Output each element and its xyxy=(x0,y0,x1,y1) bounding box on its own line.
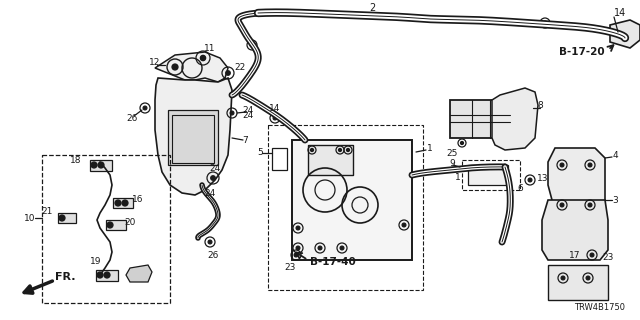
Circle shape xyxy=(340,246,344,250)
Circle shape xyxy=(560,163,564,167)
Circle shape xyxy=(226,71,230,75)
Bar xyxy=(42,155,170,303)
Bar xyxy=(113,198,133,208)
Circle shape xyxy=(528,178,532,182)
Circle shape xyxy=(59,215,65,221)
Bar xyxy=(58,213,76,223)
Text: 1: 1 xyxy=(427,143,433,153)
Text: FR.: FR. xyxy=(55,272,76,282)
Circle shape xyxy=(588,203,592,207)
Text: 25: 25 xyxy=(446,148,458,157)
Text: 14: 14 xyxy=(269,103,281,113)
Polygon shape xyxy=(610,20,640,48)
Text: 10: 10 xyxy=(24,213,36,222)
Text: TRW4B1750: TRW4B1750 xyxy=(574,303,625,312)
Circle shape xyxy=(273,116,277,120)
Circle shape xyxy=(543,21,547,25)
Text: 18: 18 xyxy=(70,156,82,164)
Bar xyxy=(90,160,112,171)
Text: 7: 7 xyxy=(242,135,248,145)
Circle shape xyxy=(296,246,300,250)
Circle shape xyxy=(200,55,205,61)
Text: 20: 20 xyxy=(124,218,136,227)
Text: 11: 11 xyxy=(204,44,216,52)
Circle shape xyxy=(560,203,564,207)
Text: 12: 12 xyxy=(149,58,161,67)
Text: 3: 3 xyxy=(612,196,618,204)
Circle shape xyxy=(230,111,234,115)
Polygon shape xyxy=(492,88,538,150)
Circle shape xyxy=(97,272,103,278)
Text: B-17-40: B-17-40 xyxy=(310,257,356,267)
Bar xyxy=(548,265,608,300)
Bar xyxy=(308,145,353,175)
Text: 23: 23 xyxy=(284,263,296,273)
Text: 24: 24 xyxy=(209,164,221,172)
Text: 16: 16 xyxy=(132,195,144,204)
Bar xyxy=(292,140,412,260)
Circle shape xyxy=(402,223,406,227)
Text: 9: 9 xyxy=(449,158,455,167)
Polygon shape xyxy=(542,200,608,260)
Text: 5: 5 xyxy=(257,148,263,156)
Bar xyxy=(268,125,423,290)
Circle shape xyxy=(310,148,314,152)
Circle shape xyxy=(588,163,592,167)
Text: B-17-20: B-17-20 xyxy=(559,47,605,57)
Circle shape xyxy=(172,64,178,70)
Circle shape xyxy=(296,226,300,230)
Text: 24: 24 xyxy=(243,110,253,119)
Text: 24: 24 xyxy=(243,106,253,115)
Text: 21: 21 xyxy=(42,206,52,215)
Circle shape xyxy=(91,162,97,168)
Circle shape xyxy=(211,176,215,180)
Circle shape xyxy=(339,148,342,152)
Text: 26: 26 xyxy=(207,251,219,260)
Polygon shape xyxy=(155,52,228,82)
Circle shape xyxy=(461,141,463,145)
Bar xyxy=(168,110,218,165)
Circle shape xyxy=(143,106,147,110)
Circle shape xyxy=(107,222,113,228)
Text: 6: 6 xyxy=(517,183,523,193)
Circle shape xyxy=(294,253,298,257)
Text: 13: 13 xyxy=(537,173,548,182)
Bar xyxy=(96,270,118,281)
Bar xyxy=(106,220,126,230)
Circle shape xyxy=(318,246,322,250)
Text: 24: 24 xyxy=(204,188,216,197)
Text: 1: 1 xyxy=(455,172,461,181)
Circle shape xyxy=(590,253,594,257)
Bar xyxy=(462,160,520,190)
Text: 2: 2 xyxy=(369,3,375,13)
Bar xyxy=(172,115,214,163)
Circle shape xyxy=(561,276,565,280)
Bar xyxy=(308,145,353,175)
Text: 14: 14 xyxy=(614,8,626,18)
Bar xyxy=(272,148,287,170)
Circle shape xyxy=(98,162,104,168)
Text: 26: 26 xyxy=(126,114,138,123)
Circle shape xyxy=(208,240,212,244)
Text: 23: 23 xyxy=(602,253,614,262)
Bar xyxy=(468,165,508,185)
Circle shape xyxy=(122,200,128,206)
Text: 8: 8 xyxy=(537,100,543,109)
Polygon shape xyxy=(155,78,232,195)
Circle shape xyxy=(115,200,121,206)
Text: 17: 17 xyxy=(569,251,580,260)
Text: 22: 22 xyxy=(234,62,246,71)
Bar xyxy=(450,100,510,138)
Text: 19: 19 xyxy=(90,258,102,267)
Circle shape xyxy=(250,43,254,47)
Polygon shape xyxy=(548,148,605,215)
Polygon shape xyxy=(126,265,152,282)
Circle shape xyxy=(104,272,110,278)
Circle shape xyxy=(346,148,349,152)
Circle shape xyxy=(586,276,590,280)
Text: 4: 4 xyxy=(612,150,618,159)
